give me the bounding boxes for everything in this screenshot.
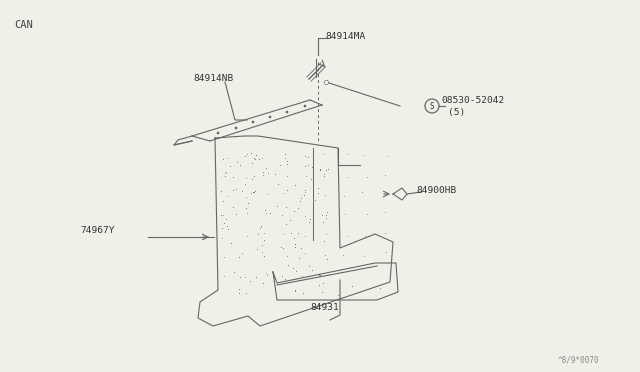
- Text: CAN: CAN: [14, 20, 33, 30]
- Text: 84914NB: 84914NB: [193, 74, 233, 83]
- Text: (5): (5): [448, 108, 465, 116]
- Text: ^8/9*0070: ^8/9*0070: [558, 356, 600, 365]
- Text: 74967Y: 74967Y: [80, 225, 115, 234]
- Text: 84931: 84931: [310, 304, 339, 312]
- Text: S: S: [429, 102, 435, 110]
- Text: 84914MA: 84914MA: [325, 32, 365, 41]
- Text: 08530-52042: 08530-52042: [441, 96, 504, 105]
- Text: 84900HB: 84900HB: [416, 186, 456, 195]
